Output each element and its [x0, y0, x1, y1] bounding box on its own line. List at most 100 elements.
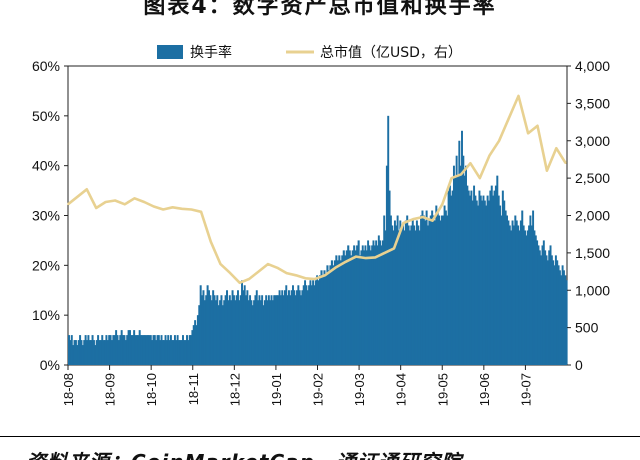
- turnover-bar: [314, 280, 317, 365]
- turnover-bar: [151, 340, 154, 365]
- market-cap-point: [498, 140, 500, 142]
- market-cap-point: [238, 282, 241, 284]
- market-cap-point: [153, 205, 155, 208]
- turnover-bar: [183, 340, 186, 365]
- turnover-bar: [360, 250, 363, 365]
- turnover-bar: [173, 335, 176, 365]
- turnover-bar: [304, 280, 307, 365]
- turnover-bar: [440, 215, 443, 365]
- turnover-bar: [371, 245, 374, 365]
- turnover-bar: [451, 190, 454, 365]
- turnover-bar: [361, 245, 364, 365]
- turnover-bar: [101, 335, 104, 365]
- turnover-bar: [130, 335, 133, 365]
- legend-label-market-cap: 总市值（亿USD，右）: [320, 44, 462, 61]
- turnover-bar: [300, 295, 302, 365]
- turnover-bar: [493, 190, 496, 365]
- turnover-bar: [230, 300, 233, 365]
- turnover-bar: [463, 175, 466, 365]
- turnover-bar: [421, 210, 424, 365]
- turnover-bar: [485, 205, 488, 365]
- market-cap-point: [355, 255, 357, 258]
- market-cap-point: [508, 117, 510, 120]
- turnover-bar: [238, 300, 241, 365]
- turnover-bar: [338, 255, 341, 365]
- turnover-bar: [68, 335, 70, 365]
- turnover-bar: [227, 300, 230, 365]
- market-cap-point: [422, 216, 424, 218]
- turnover-bar: [245, 295, 247, 365]
- turnover-bar: [73, 340, 76, 365]
- turnover-bar: [327, 270, 330, 365]
- turnover-bar: [522, 225, 525, 365]
- turnover-bar: [69, 340, 72, 365]
- turnover-bar: [94, 345, 97, 365]
- turnover-bar: [508, 225, 511, 365]
- turnover-bar: [552, 260, 555, 365]
- chart-title-clip: 图表4：数字资产总市值和换手率: [0, 0, 640, 20]
- turnover-bar: [482, 195, 485, 365]
- turnover-bar: [549, 245, 552, 365]
- turnover-bar: [425, 210, 428, 365]
- turnover-bar: [515, 220, 518, 365]
- market-cap-point: [564, 162, 567, 164]
- market-cap-point: [527, 132, 529, 135]
- legend-swatch-turnover: [157, 45, 183, 59]
- turnover-bar: [108, 335, 111, 365]
- market-cap-point: [402, 222, 405, 224]
- turnover-bar: [241, 280, 243, 365]
- market-cap-point: [200, 211, 202, 213]
- turnover-bar: [471, 200, 474, 365]
- turnover-bar: [545, 255, 548, 365]
- turnover-bar: [467, 190, 470, 365]
- turnover-bar: [217, 305, 220, 365]
- turnover-bar: [433, 220, 436, 365]
- left-axis-label: 50%: [32, 108, 60, 124]
- market-cap-point: [104, 201, 107, 203]
- turnover-bar: [528, 225, 531, 365]
- turnover-bar: [134, 335, 137, 365]
- turnover-bar: [369, 250, 372, 365]
- market-cap-point: [479, 177, 481, 179]
- left-axis-label: 0%: [40, 357, 60, 373]
- turnover-bar: [141, 335, 144, 365]
- market-cap-point: [314, 278, 316, 280]
- turnover-bar: [454, 175, 457, 365]
- turnover-bar: [214, 300, 217, 365]
- turnover-bar: [157, 335, 160, 365]
- turnover-bar: [106, 340, 109, 365]
- turnover-bar: [388, 190, 391, 365]
- turnover-bar: [188, 335, 191, 365]
- turnover-bar: [443, 205, 446, 365]
- turnover-bar: [312, 280, 315, 365]
- turnover-bar: [496, 175, 499, 365]
- turnover-bar: [432, 215, 435, 365]
- turnover-bar: [529, 215, 532, 365]
- turnover-bar: [70, 335, 73, 365]
- turnover-bar: [232, 295, 235, 365]
- turnover-bar: [341, 255, 344, 365]
- market-cap-point: [374, 256, 377, 259]
- turnover-bar: [448, 185, 451, 365]
- turnover-bar: [489, 190, 492, 365]
- turnover-bar: [123, 335, 126, 365]
- turnover-bar: [109, 335, 112, 365]
- turnover-bar: [127, 330, 130, 365]
- turnover-bar: [265, 295, 268, 365]
- turnover-bar: [393, 220, 396, 365]
- turnover-bar: [542, 240, 545, 365]
- x-axis-label: 19-06: [477, 373, 492, 406]
- turnover-bar: [330, 260, 333, 365]
- legend-label-turnover: 换手率: [190, 44, 232, 61]
- market-cap-point: [412, 218, 414, 220]
- x-axis-label: 18-09: [103, 373, 118, 406]
- turnover-bar: [420, 215, 423, 365]
- x-axis-label: 18-11: [186, 373, 201, 405]
- turnover-bar: [198, 305, 201, 365]
- x-axis-label: 19-02: [311, 373, 326, 406]
- right-axis-label: 2,000: [575, 208, 610, 224]
- turnover-bar: [436, 210, 439, 365]
- turnover-bar: [259, 300, 262, 365]
- turnover-bar: [80, 340, 83, 365]
- right-axis-label: 3,500: [575, 95, 610, 111]
